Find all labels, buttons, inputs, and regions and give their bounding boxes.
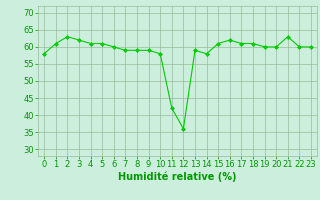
X-axis label: Humidité relative (%): Humidité relative (%) [118,172,237,182]
